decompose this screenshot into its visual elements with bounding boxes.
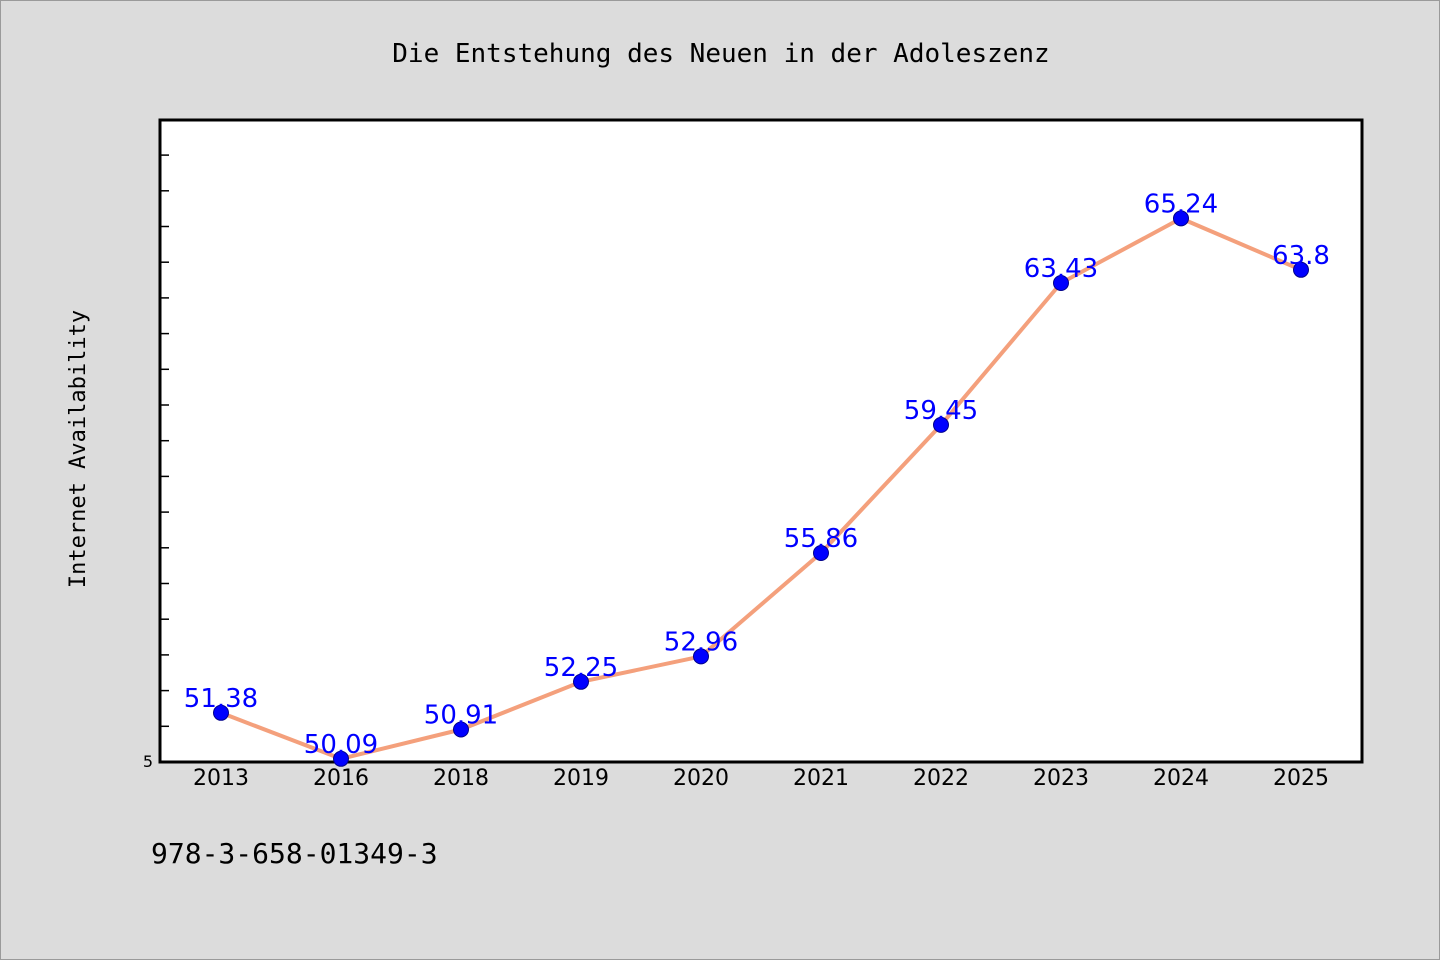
data-label: 52.25 [544, 653, 618, 683]
x-tick-label: 2021 [793, 766, 849, 791]
x-tick-label: 2016 [313, 766, 369, 791]
data-point [1173, 210, 1189, 227]
data-point [693, 648, 709, 665]
isbn-footer: 978-3-658-01349-3 [151, 837, 438, 870]
x-tick-label: 2013 [193, 766, 249, 791]
data-point [1293, 261, 1309, 278]
series-line-group [219, 216, 1303, 761]
data-point [1053, 275, 1069, 291]
data-point [573, 673, 589, 690]
x-axis-tick-labels: 2013 2016 2018 2019 2020 2021 2022 2023 2024 2025 [193, 766, 1329, 791]
data-point [453, 721, 469, 738]
x-tick-label: 2022 [913, 766, 969, 791]
y-tick-label: 5 [143, 752, 153, 771]
x-tick-label: 2020 [673, 766, 729, 791]
data-point [333, 750, 349, 767]
x-tick-label: 2018 [433, 766, 489, 791]
data-label: 59.45 [904, 396, 978, 426]
data-label: 50.09 [304, 730, 378, 760]
x-tick-label: 2025 [1273, 766, 1329, 791]
data-label: 65.24 [1144, 189, 1218, 219]
data-label: 51.38 [184, 684, 258, 714]
data-label: 52.96 [664, 627, 738, 657]
data-labels: 51.38 50.09 50.91 52.25 52.96 55.86 59.45 63.43… [184, 189, 1330, 759]
data-label: 50.91 [424, 701, 498, 731]
x-tick-label: 2023 [1033, 766, 1089, 791]
y-axis-ticks [160, 154, 169, 728]
data-label: 63.43 [1024, 254, 1098, 284]
chart-title: Die Entstehung des Neuen in der Adolesze… [392, 39, 1049, 69]
y-axis-label: Internet Availability [66, 310, 91, 588]
x-tick-label: 2019 [553, 766, 609, 791]
series-line [219, 216, 1303, 761]
data-point [813, 545, 829, 561]
data-label: 55.86 [784, 524, 858, 554]
series-markers [213, 210, 1309, 767]
x-tick-label: 2024 [1153, 766, 1209, 791]
data-point [213, 704, 229, 721]
data-point [933, 416, 949, 433]
data-label: 63.8 [1272, 241, 1330, 271]
